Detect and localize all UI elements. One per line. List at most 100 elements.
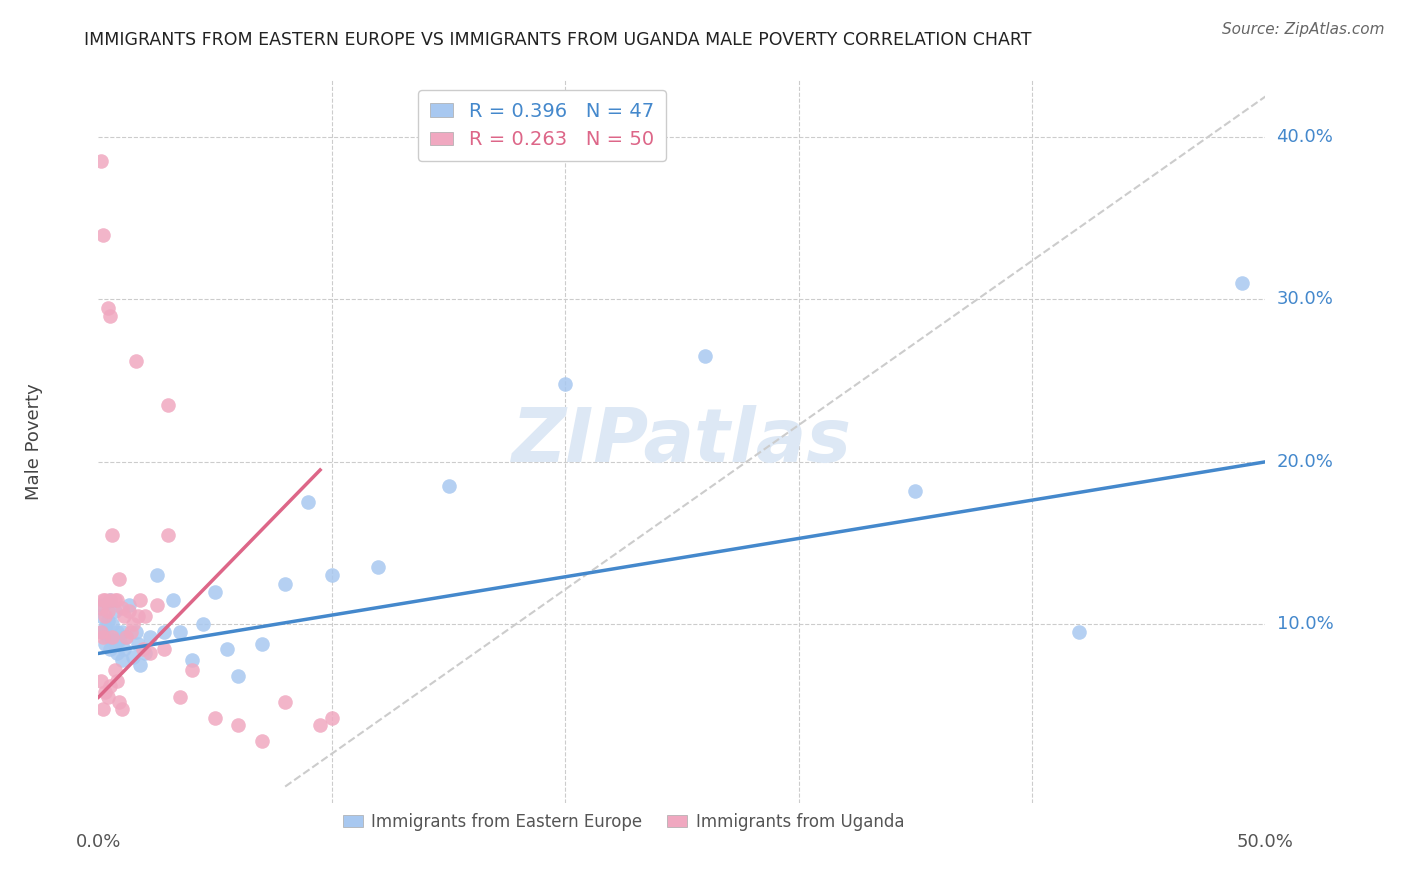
Point: [90, 673, 112, 688]
Point: [297, 495, 319, 509]
Point: [118, 604, 141, 618]
Text: 20.0%: 20.0%: [1277, 453, 1333, 471]
Point: [94, 609, 117, 624]
Point: [94, 620, 117, 634]
Point: [91, 701, 114, 715]
Point: [111, 653, 134, 667]
Point: [321, 568, 343, 582]
Point: [98, 679, 121, 693]
Point: [1230, 277, 1253, 291]
Point: [554, 376, 576, 391]
Point: [90, 601, 112, 615]
Point: [111, 701, 134, 715]
Point: [904, 484, 927, 499]
Point: [91, 592, 114, 607]
Point: [104, 604, 127, 618]
Point: [129, 657, 152, 672]
Point: [94, 685, 117, 699]
Point: [146, 568, 169, 582]
Point: [118, 598, 141, 612]
Text: 50.0%: 50.0%: [1237, 833, 1294, 851]
Point: [91, 630, 114, 644]
Point: [157, 528, 180, 542]
Point: [108, 572, 131, 586]
Point: [90, 609, 112, 624]
Point: [90, 625, 112, 640]
Point: [105, 592, 128, 607]
Point: [98, 641, 121, 656]
Point: [204, 584, 226, 599]
Point: [437, 479, 460, 493]
Point: [321, 711, 343, 725]
Point: [125, 625, 148, 640]
Point: [169, 625, 191, 640]
Point: [157, 398, 180, 412]
Point: [132, 641, 155, 656]
Point: [91, 227, 114, 242]
Point: [115, 630, 138, 644]
Point: [127, 609, 149, 624]
Point: [134, 609, 156, 624]
Point: [90, 154, 112, 169]
Point: [1067, 625, 1090, 640]
Point: [122, 649, 145, 664]
Text: ZIPatlas: ZIPatlas: [512, 405, 852, 478]
Point: [695, 349, 717, 363]
Point: [97, 630, 120, 644]
Legend: Immigrants from Eastern Europe, Immigrants from Uganda: Immigrants from Eastern Europe, Immigran…: [336, 806, 911, 838]
Point: [91, 598, 114, 612]
Point: [134, 647, 156, 661]
Point: [108, 695, 131, 709]
Point: [152, 625, 174, 640]
Point: [309, 718, 332, 732]
Point: [180, 653, 202, 667]
Point: [193, 617, 215, 632]
Text: Male Poverty: Male Poverty: [25, 384, 44, 500]
Point: [98, 592, 121, 607]
Point: [101, 633, 124, 648]
Point: [367, 560, 389, 574]
Point: [94, 637, 117, 651]
Point: [111, 625, 134, 640]
Text: 30.0%: 30.0%: [1277, 291, 1333, 309]
Point: [112, 641, 135, 656]
Point: [98, 592, 121, 607]
Point: [180, 663, 202, 677]
Text: 10.0%: 10.0%: [1277, 615, 1333, 633]
Point: [104, 663, 127, 677]
Point: [274, 576, 297, 591]
Point: [120, 625, 142, 640]
Point: [108, 633, 131, 648]
Point: [98, 309, 121, 323]
Point: [97, 301, 120, 315]
Point: [139, 647, 162, 661]
Point: [122, 617, 145, 632]
Point: [204, 711, 226, 725]
Point: [162, 592, 184, 607]
Point: [228, 669, 250, 683]
Point: [105, 673, 128, 688]
Point: [250, 734, 273, 748]
Point: [97, 614, 120, 628]
Text: Source: ZipAtlas.com: Source: ZipAtlas.com: [1222, 22, 1385, 37]
Point: [115, 630, 138, 644]
Point: [97, 604, 120, 618]
Point: [94, 592, 117, 607]
Text: 0.0%: 0.0%: [76, 833, 121, 851]
Point: [125, 354, 148, 368]
Point: [104, 637, 127, 651]
Point: [129, 592, 152, 607]
Point: [91, 625, 114, 640]
Text: IMMIGRANTS FROM EASTERN EUROPE VS IMMIGRANTS FROM UGANDA MALE POVERTY CORRELATIO: IMMIGRANTS FROM EASTERN EUROPE VS IMMIGR…: [84, 31, 1032, 49]
Point: [101, 630, 124, 644]
Point: [139, 630, 162, 644]
Point: [169, 690, 191, 705]
Point: [101, 528, 124, 542]
Point: [250, 637, 273, 651]
Point: [97, 690, 120, 705]
Point: [215, 641, 238, 656]
Point: [146, 598, 169, 612]
Point: [127, 637, 149, 651]
Point: [101, 617, 124, 632]
Point: [228, 718, 250, 732]
